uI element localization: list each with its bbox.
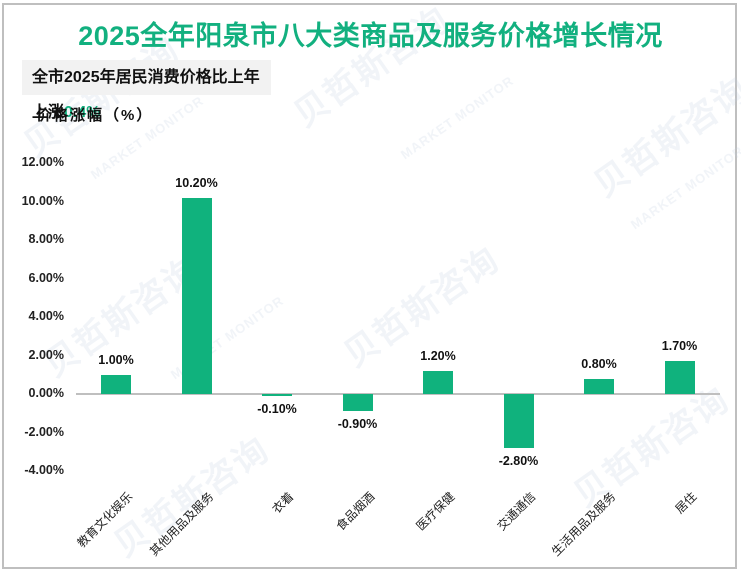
bar-value-label: -2.80% [498, 453, 539, 468]
chart-subtitle: 全市2025年居民消费价格比上年上涨0.4% [22, 60, 271, 121]
y-tick-label: 0.00% [28, 386, 64, 400]
bar-value-label: 1.20% [420, 348, 456, 363]
y-tick-label: -2.00% [24, 424, 64, 439]
y-tick-label: -4.00% [24, 463, 64, 477]
bar-value-label: 1.00% [98, 352, 134, 367]
y-tick-label: 8.00% [28, 232, 64, 246]
y-tick-label: 10.00% [21, 193, 64, 208]
y-tick-label: 4.00% [28, 309, 64, 323]
bar-value-label: -0.10% [257, 402, 297, 416]
y-tick-label: 2.00% [28, 347, 64, 362]
bar-value-label: 10.20% [175, 175, 218, 190]
subtitle-highlight-value: 0.4% [64, 104, 101, 121]
bar [101, 374, 131, 394]
bar [342, 394, 373, 412]
x-axis-line [76, 393, 720, 395]
bar-value-label: -0.90% [337, 417, 378, 432]
bar [181, 197, 212, 394]
y-tick-label: 6.00% [28, 270, 64, 285]
subtitle-text: 全市2025年居民消费价格比上年上涨 [32, 69, 260, 121]
bar [584, 378, 614, 394]
y-tick-label: 12.00% [21, 155, 64, 169]
bar [664, 361, 695, 394]
bar [262, 394, 292, 396]
bar [423, 370, 453, 394]
chart-frame [2, 3, 737, 569]
bar [503, 394, 534, 448]
chart-title: 2025全年阳泉市八大类商品及服务价格增长情况 [78, 21, 663, 51]
bar-value-label: 0.80% [581, 356, 617, 371]
y-axis-title: 价格涨幅（%） [36, 107, 154, 124]
bar-value-label: 1.70% [661, 339, 698, 354]
